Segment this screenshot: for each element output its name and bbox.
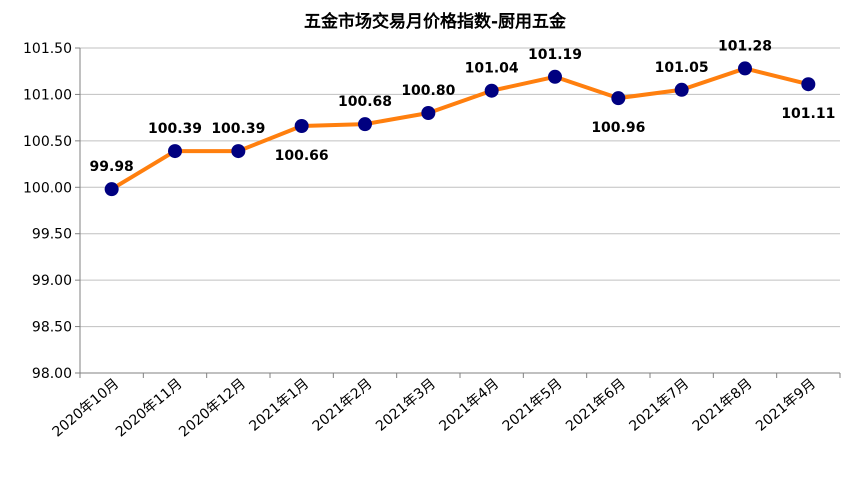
data-point [611, 91, 626, 106]
x-tick-label: 2021年9月 [753, 376, 819, 435]
data-label: 100.68 [338, 94, 392, 110]
y-tick-label: 99.00 [32, 273, 72, 289]
y-tick-label: 98.00 [32, 366, 72, 382]
data-label: 100.80 [401, 83, 455, 99]
data-label: 100.39 [148, 121, 202, 137]
data-label: 100.96 [591, 120, 645, 136]
data-label: 101.28 [718, 38, 772, 54]
data-point [294, 119, 309, 133]
axes [75, 47, 841, 378]
x-tick-label: 2021年3月 [373, 376, 439, 435]
chart-title: 五金市场交易月价格指数-厨用五金 [304, 11, 567, 32]
data-point [548, 69, 562, 84]
data-point [421, 106, 436, 120]
x-tick-label: 2021年5月 [500, 376, 566, 435]
x-tick-label: 2021年8月 [690, 376, 756, 435]
x-tick-label: 2021年2月 [310, 376, 376, 435]
data-label: 101.05 [655, 60, 709, 76]
y-tick-label: 99.50 [32, 227, 72, 243]
data-label: 100.66 [275, 148, 329, 164]
y-tick-label: 100.00 [23, 180, 72, 196]
x-tick-label: 2020年10月 [50, 376, 123, 441]
x-tick-label: 2021年6月 [563, 376, 629, 435]
grid [80, 47, 840, 328]
data-point [801, 77, 816, 92]
data-label: 99.98 [90, 159, 134, 175]
x-axis-ticks: 2020年10月2020年11月2020年12月2021年1月2021年2月20… [50, 376, 819, 441]
data-point [674, 82, 689, 97]
y-axis-ticks: 98.00 98.50 99.00 99.50 100.00 100.50 101.00 10… [23, 41, 72, 382]
data-labels: 99.98 100.39 100.39 100.66 100.68 100.80 101.0… [90, 38, 836, 175]
data-label: 101.19 [528, 47, 582, 63]
x-tick-label: 2021年7月 [626, 376, 692, 435]
y-tick-label: 101.50 [23, 41, 72, 57]
data-label: 100.39 [211, 121, 265, 137]
data-point [738, 61, 752, 76]
y-tick-label: 100.50 [23, 134, 72, 150]
y-tick-label: 101.00 [23, 87, 72, 103]
x-tick-label: 2020年11月 [113, 376, 186, 441]
data-label: 101.04 [465, 61, 519, 77]
data-point [104, 182, 119, 197]
y-tick-label: 98.50 [32, 320, 72, 336]
x-tick-label: 2021年1月 [246, 376, 312, 435]
data-point [484, 83, 499, 98]
x-tick-label: 2020年12月 [176, 376, 249, 441]
data-point [231, 144, 246, 159]
data-label: 101.11 [781, 106, 835, 122]
data-point [358, 117, 372, 132]
x-tick-label: 2021年4月 [436, 376, 502, 435]
data-point [168, 144, 182, 159]
series [104, 61, 816, 197]
series-line [110, 66, 809, 191]
